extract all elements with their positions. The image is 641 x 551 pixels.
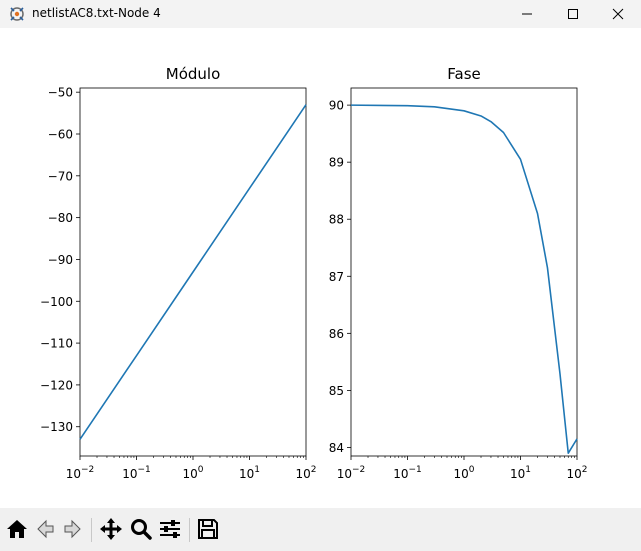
zoom-button[interactable] [127,515,155,543]
forward-button[interactable] [59,515,87,543]
y-tick-label: −70 [48,169,73,183]
chart-title: Fase [447,65,481,83]
back-button[interactable] [31,515,59,543]
minimize-button[interactable] [504,0,550,28]
close-button[interactable] [595,0,641,28]
chart-title: Módulo [166,65,221,83]
x-tick-label: 100 [182,465,203,481]
arrow-left-icon [33,517,57,541]
toolbar-separator [189,518,190,542]
y-tick-label: 88 [329,213,344,227]
axes-2: Fase 10−2 10−1 100 101 102 90 89 88 87 86 85 84 [329,65,588,481]
y-tick-label: 84 [329,441,344,455]
sliders-icon [158,517,182,541]
y-tick-label: −50 [48,86,73,100]
y-tick-label: 90 [329,99,344,113]
title-bar: netlistAC8.txt-Node 4 [0,0,641,28]
minimize-icon [521,8,533,20]
x-tick-label: 10−1 [122,465,151,481]
y-tick-label: −80 [48,211,73,225]
maximize-button[interactable] [550,0,596,28]
navigation-toolbar [0,508,641,551]
y-tick-label: −100 [40,295,73,309]
figure-canvas[interactable]: Módulo 10−2 10−1 100 101 102 −50 −60 −70 −80 −90 −1… [0,28,641,508]
configure-subplots-button[interactable] [156,515,184,543]
maximize-icon [567,8,579,20]
move-icon [99,517,123,541]
series-line [80,105,306,440]
x-tick-label: 10−2 [66,465,95,481]
pan-button[interactable] [97,515,125,543]
x-tick-label: 102 [566,465,587,481]
x-tick-label: 10−1 [393,465,422,481]
window-title: netlistAC8.txt-Node 4 [32,6,161,20]
series-line [351,105,577,453]
y-tick-label: 89 [329,156,344,170]
y-tick-label: 86 [329,327,344,341]
y-tick-label: −110 [40,337,73,351]
y-tick-label: −120 [40,378,73,392]
y-tick-label: −130 [40,420,73,434]
y-tick-label: 87 [329,270,344,284]
home-button[interactable] [3,515,31,543]
y-tick-label: 85 [329,384,344,398]
axes-1: Módulo 10−2 10−1 100 101 102 −50 −60 −70 −80 −90 −1… [40,65,316,481]
axes-frame [351,88,577,456]
magnifier-icon [129,517,153,541]
x-tick-label: 102 [295,465,316,481]
x-tick-label: 100 [453,465,474,481]
home-icon [5,517,29,541]
save-button[interactable] [194,515,222,543]
arrow-right-icon [61,517,85,541]
y-tick-label: −90 [48,253,73,267]
figure: Módulo 10−2 10−1 100 101 102 −50 −60 −70 −80 −90 −1… [0,28,641,508]
toolbar-separator [91,518,92,542]
close-icon [612,8,624,20]
floppy-disk-icon [196,517,220,541]
x-tick-label: 101 [510,465,531,481]
x-tick-label: 10−2 [337,465,366,481]
app-icon [8,5,26,23]
x-tick-label: 101 [239,465,260,481]
y-tick-label: −60 [48,128,73,142]
